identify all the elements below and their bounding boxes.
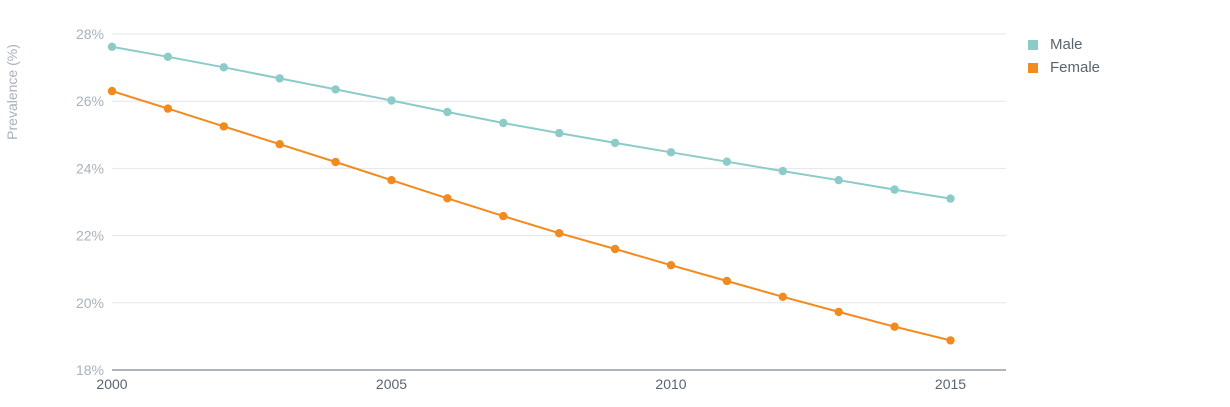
legend-item-male[interactable]: Male: [1028, 33, 1100, 56]
legend-label-female: Female: [1050, 59, 1101, 76]
data-point-male: [834, 176, 843, 185]
data-point-female: [275, 140, 284, 149]
y-tick-label: 26%: [76, 93, 104, 109]
grid: [112, 33, 1006, 304]
series-line-female: [111, 90, 951, 342]
y-tick-label: 24%: [76, 160, 104, 176]
legend-swatch-female: [1028, 62, 1038, 73]
data-point-male: [890, 185, 899, 194]
data-point-male: [107, 42, 117, 51]
data-point-female: [890, 322, 899, 331]
data-point-male: [275, 74, 284, 83]
data-point-female: [722, 276, 732, 286]
data-point-female: [834, 307, 843, 317]
y-tick-label: 18%: [76, 362, 104, 378]
legend-label-male: Male: [1050, 36, 1083, 53]
legend: Male Female: [1028, 33, 1100, 79]
data-point-male: [610, 138, 620, 148]
data-point-female: [666, 261, 676, 270]
axes: 18% 20% 22% 24% 26% 28% 2000 2005 2010 2015: [76, 26, 1006, 392]
y-axis-label: Prevalence (%): [4, 44, 20, 140]
series: [107, 42, 955, 345]
x-tick-label: 2000: [96, 376, 127, 392]
data-point-female: [555, 229, 564, 238]
y-tick-label: 28%: [76, 26, 104, 42]
data-point-male: [499, 118, 508, 128]
data-point-female: [499, 211, 508, 221]
data-point-male: [163, 52, 173, 61]
data-point-female: [443, 194, 452, 203]
legend-item-female[interactable]: Female: [1028, 56, 1100, 79]
data-point-male: [443, 107, 452, 117]
x-tick-label: 2015: [935, 376, 966, 392]
series-male: [107, 42, 955, 203]
data-point-male: [387, 96, 396, 105]
data-point-female: [778, 292, 787, 301]
data-point-male: [666, 148, 676, 157]
data-point-male: [219, 63, 228, 72]
y-tick-label: 22%: [76, 228, 104, 244]
data-point-male: [722, 157, 732, 166]
series-line-male: [111, 45, 951, 200]
x-tick-label: 2010: [655, 376, 686, 392]
data-point-female: [946, 336, 955, 345]
x-tick-label: 2005: [376, 376, 407, 392]
data-point-female: [387, 176, 396, 185]
data-point-male: [946, 194, 955, 203]
data-point-female: [107, 86, 117, 96]
data-point-male: [555, 128, 564, 138]
data-point-female: [219, 122, 228, 131]
data-point-female: [331, 157, 340, 167]
data-point-female: [163, 104, 173, 113]
data-point-male: [778, 166, 787, 176]
series-female: [107, 86, 955, 345]
legend-swatch-male: [1028, 39, 1038, 50]
data-point-female: [610, 244, 620, 254]
data-point-male: [331, 85, 340, 94]
y-tick-label: 20%: [76, 295, 104, 311]
